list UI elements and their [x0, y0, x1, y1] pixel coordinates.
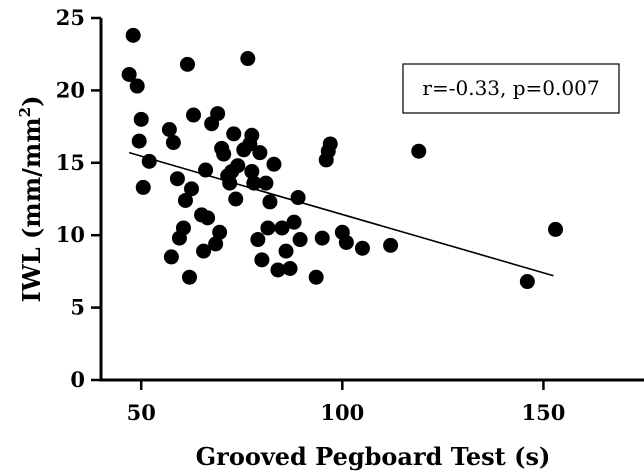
data-point-64 [411, 143, 427, 159]
x-tick-label-150: 150 [522, 400, 566, 425]
data-point-33 [228, 191, 244, 207]
data-point-9 [163, 249, 179, 265]
data-point-42 [252, 145, 268, 161]
y-tick-label-10: 10 [56, 222, 85, 247]
data-point-18 [186, 107, 202, 123]
regression-line [128, 151, 554, 277]
x-axis-title: Grooved Pegboard Test (s) [196, 442, 551, 471]
data-point-32 [226, 126, 242, 142]
x-ticks: 50 100 150 [127, 380, 566, 425]
y-tick-label-0: 0 [70, 367, 85, 392]
data-point-26 [212, 224, 228, 240]
y-axis-title-tail: ) [17, 96, 46, 107]
data-point-20 [196, 243, 212, 259]
data-point-41 [250, 232, 266, 248]
data-point-34 [230, 158, 246, 174]
data-point-61 [338, 234, 354, 250]
data-point-40 [246, 175, 262, 191]
y-ticks: 0 5 10 15 20 25 [56, 5, 101, 392]
data-point-63 [383, 237, 399, 253]
data-point-47 [266, 156, 282, 172]
data-point-65 [519, 274, 535, 290]
y-axis-title: IWL (mm/mm2) [16, 96, 46, 303]
data-point-3 [129, 78, 145, 94]
annotation-box [402, 63, 620, 114]
data-point-24 [208, 236, 224, 252]
data-point-7 [141, 153, 157, 169]
x-tick-label-50: 50 [127, 400, 156, 425]
data-point-11 [169, 171, 185, 187]
data-point-6 [135, 179, 151, 195]
data-point-8 [161, 121, 177, 137]
data-point-62 [354, 240, 370, 256]
data-point-48 [270, 262, 286, 278]
data-point-1 [121, 66, 137, 82]
annotation-text: r=-0.33, p=0.007 [422, 76, 599, 100]
data-point-13 [175, 220, 191, 236]
data-point-10 [165, 135, 181, 151]
data-point-36 [240, 51, 256, 67]
data-point-17 [184, 181, 199, 197]
data-point-4 [131, 133, 147, 149]
data-point-2 [125, 27, 141, 43]
y-tick-label-5: 5 [70, 295, 85, 320]
data-point-25 [210, 106, 226, 122]
data-point-30 [222, 175, 238, 191]
x-tick-label-100: 100 [320, 400, 364, 425]
data-point-55 [308, 269, 324, 285]
y-tick-label-25: 25 [56, 5, 85, 30]
data-point-22 [200, 210, 216, 226]
data-point-50 [278, 243, 294, 259]
data-point-5 [133, 111, 149, 127]
data-point-54 [292, 232, 308, 248]
data-point-49 [274, 220, 290, 236]
data-point-16 [181, 269, 197, 285]
data-point-15 [179, 56, 195, 72]
data-point-28 [216, 146, 232, 162]
data-point-52 [286, 214, 302, 230]
data-point-14 [177, 192, 193, 208]
data-point-38 [244, 163, 260, 179]
data-point-45 [260, 220, 276, 236]
y-tick-label-15: 15 [56, 150, 85, 175]
data-point-66 [548, 221, 564, 237]
data-point-43 [254, 252, 270, 268]
data-point-39 [244, 127, 260, 143]
data-point-51 [282, 261, 298, 277]
data-point-44 [258, 175, 274, 191]
data-points [121, 27, 564, 290]
data-point-59 [322, 136, 338, 152]
data-point-56 [314, 230, 330, 246]
data-point-46 [262, 194, 278, 210]
y-axis-title-main: IWL (mm/mm [17, 117, 46, 302]
y-axis-title-superscript: 2 [16, 107, 34, 117]
y-tick-label-20: 20 [56, 77, 85, 102]
